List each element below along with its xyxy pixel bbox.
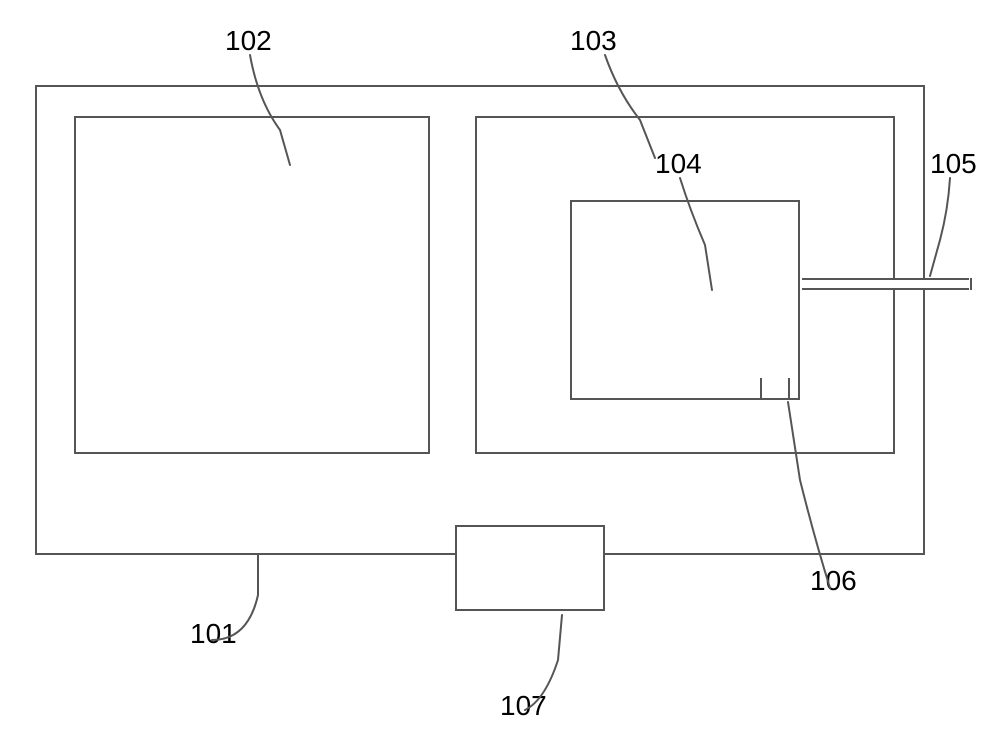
label-102: 102 <box>225 25 272 57</box>
box-bottom-small <box>455 525 605 611</box>
box-inner <box>570 200 800 400</box>
label-106: 106 <box>810 565 857 597</box>
label-104: 104 <box>655 148 702 180</box>
box-probe-cap <box>969 278 972 290</box>
label-101: 101 <box>190 618 237 650</box>
diagram-stage: 101 102 103 104 105 106 107 <box>0 0 1000 737</box>
box-notch <box>760 378 790 400</box>
box-probe <box>802 278 972 290</box>
label-105: 105 <box>930 148 977 180</box>
label-107: 107 <box>500 690 547 722</box>
label-103: 103 <box>570 25 617 57</box>
leader-l105 <box>930 178 950 276</box>
box-left-big <box>74 116 430 454</box>
